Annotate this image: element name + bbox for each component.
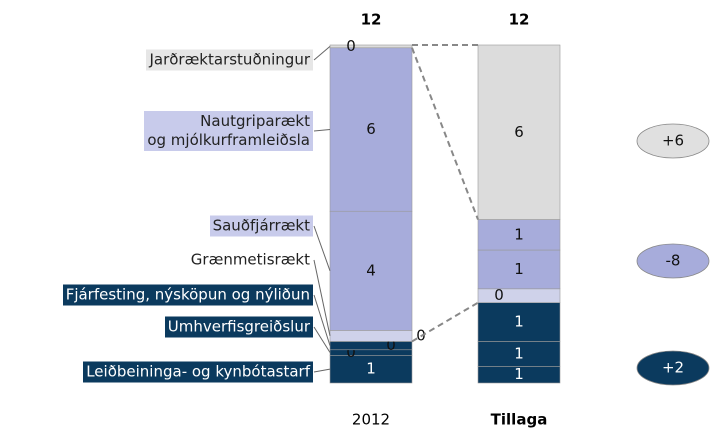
value-label: 6 [366,120,376,138]
bar-segment [329,330,413,342]
leader-line [313,225,331,271]
x-tick-label: Tillaga [491,411,548,429]
bar-segment [477,44,561,220]
change-bubble [636,123,710,159]
value-label: 0 [386,336,396,354]
leader-line [313,368,331,373]
legend-label: Umhverfisgreiðslur [164,316,313,338]
bar-segment [477,219,561,251]
value-label: 1 [514,313,524,331]
legend-label: Sauðfjárrækt [209,215,313,237]
value-label: 0 [346,37,356,55]
bar-segment [477,302,561,342]
value-label: 1 [366,360,376,378]
bar-segment [329,47,413,212]
legend-label: Fjárfesting, nýsköpun og nýliðun [62,284,313,306]
connector [411,47,479,220]
value-label: 1 [514,260,524,278]
x-tick-label: 2012 [352,411,390,429]
bar-segment [477,341,561,367]
value-label: 1 [514,344,524,362]
bar-segment [329,354,413,384]
value-label: 4 [366,261,376,279]
legend-label: Nautgriparækt og mjólkurframleiðsla [144,111,313,151]
leader-line [313,326,331,353]
connector [411,301,479,343]
legend-label: Jarðræktarstuðningur [146,49,313,71]
value-label: 0 [494,286,504,304]
leader-line [313,129,331,132]
bar-segment [477,288,561,303]
change-label: +6 [662,132,684,150]
bar-segment [329,341,413,351]
leader-line [313,46,331,61]
change-label: +2 [662,359,684,377]
value-label: 1 [514,225,524,243]
value-label: 0 [346,343,356,361]
total-label: 12 [509,11,530,29]
legend-label: Grænmetisrækt [187,249,313,271]
legend-label: Leiðbeininga- og kynbótastarf [83,361,313,383]
bar-segment [329,44,413,49]
value-label: 1 [514,365,524,383]
change-label: -8 [666,252,681,270]
value-label: 6 [514,123,524,141]
change-bubble [636,350,710,386]
bar-segment [329,210,413,331]
bar-segment [329,349,413,356]
leader-line [313,294,331,346]
change-bubble [636,243,710,279]
total-label: 12 [361,11,382,29]
leader-line [313,259,331,337]
bar-segment [477,249,561,290]
